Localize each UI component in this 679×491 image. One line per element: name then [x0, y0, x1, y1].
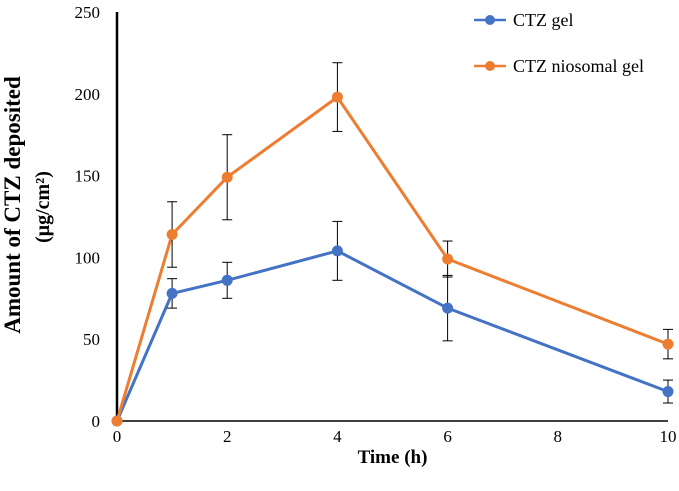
y-tick-label: 100	[75, 248, 101, 267]
series-ctz-niosomal-gel	[111, 62, 674, 427]
data-point-ctz-gel	[221, 274, 233, 286]
y-tick-label: 200	[75, 85, 101, 104]
y-axis-title-line1: Amount of CTZ deposited	[0, 76, 25, 334]
y-tick-label: 250	[75, 3, 101, 22]
x-tick-label: 0	[113, 427, 122, 446]
x-tick-label: 10	[660, 427, 677, 446]
data-point-ctz-niosomal-gel	[662, 338, 674, 350]
data-point-ctz-niosomal-gel	[111, 415, 123, 427]
legend-marker-ctz-gel	[485, 15, 495, 25]
data-point-ctz-niosomal-gel	[166, 228, 178, 240]
series-layer	[111, 62, 674, 427]
axes	[115, 12, 668, 422]
data-point-ctz-gel	[331, 245, 343, 257]
series-line-ctz-gel	[115, 249, 669, 422]
data-point-ctz-niosomal-gel	[221, 171, 233, 183]
y-axis-title-line2: (μg/cm²)	[32, 171, 54, 243]
data-point-ctz-gel	[442, 302, 454, 314]
x-tick-label: 4	[333, 427, 342, 446]
y-tick-label: 50	[83, 330, 100, 349]
x-tick-label: 6	[443, 427, 452, 446]
y-tick-label: 0	[92, 412, 101, 431]
y-tick-labels: 0 50 100 150 200 250	[75, 3, 101, 431]
data-point-ctz-niosomal-gel	[442, 253, 454, 265]
data-point-ctz-gel	[166, 287, 178, 299]
series-ctz-gel	[111, 220, 674, 427]
y-tick-label: 150	[75, 167, 101, 186]
data-point-ctz-gel	[662, 386, 674, 398]
legend: CTZ gel CTZ niosomal gel	[474, 10, 644, 76]
legend-label-ctz-niosomal-gel: CTZ niosomal gel	[513, 56, 644, 76]
series-line-ctz-niosomal-gel	[115, 95, 669, 422]
x-axis-title: Time (h)	[358, 447, 428, 468]
y-axis-title: Amount of CTZ deposited (μg/cm²)	[0, 76, 54, 334]
x-tick-label: 8	[554, 427, 563, 446]
legend-marker-ctz-niosomal-gel	[485, 61, 495, 71]
data-point-ctz-niosomal-gel	[331, 91, 343, 103]
x-tick-label: 2	[223, 427, 232, 446]
x-tick-labels: 0 2 4 6 8 10	[113, 427, 677, 446]
legend-label-ctz-gel: CTZ gel	[513, 10, 574, 30]
